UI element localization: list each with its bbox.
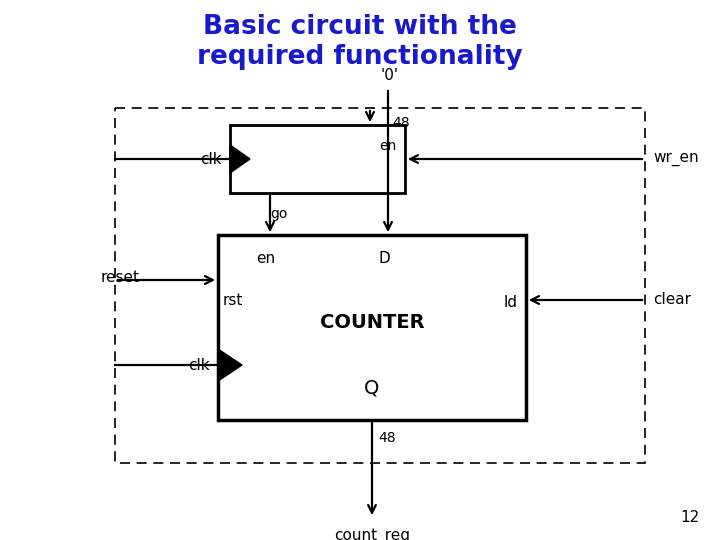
Polygon shape	[230, 145, 250, 173]
Text: COUNTER: COUNTER	[320, 313, 424, 332]
Text: en: en	[379, 139, 397, 153]
Text: go: go	[270, 207, 287, 221]
Bar	[218, 235, 526, 420]
Text: en: en	[256, 251, 275, 266]
Bar	[115, 108, 645, 463]
Polygon shape	[218, 349, 242, 381]
Text: Basic circuit with the
required functionality: Basic circuit with the required function…	[197, 14, 523, 70]
Text: reset: reset	[101, 269, 140, 285]
Text: clear: clear	[653, 293, 691, 307]
Text: ld: ld	[504, 295, 518, 310]
Text: '0': '0'	[380, 68, 398, 83]
Bar	[230, 125, 405, 193]
Text: clk: clk	[200, 152, 222, 166]
Text: rst: rst	[223, 293, 243, 308]
Text: 48: 48	[378, 431, 395, 445]
Text: clk: clk	[189, 357, 210, 373]
Text: 48: 48	[392, 116, 410, 130]
Text: count_reg: count_reg	[334, 528, 410, 540]
Text: 12: 12	[680, 510, 700, 525]
Text: Q: Q	[364, 379, 379, 397]
Text: wr_en: wr_en	[653, 152, 698, 166]
Text: D: D	[378, 251, 390, 266]
